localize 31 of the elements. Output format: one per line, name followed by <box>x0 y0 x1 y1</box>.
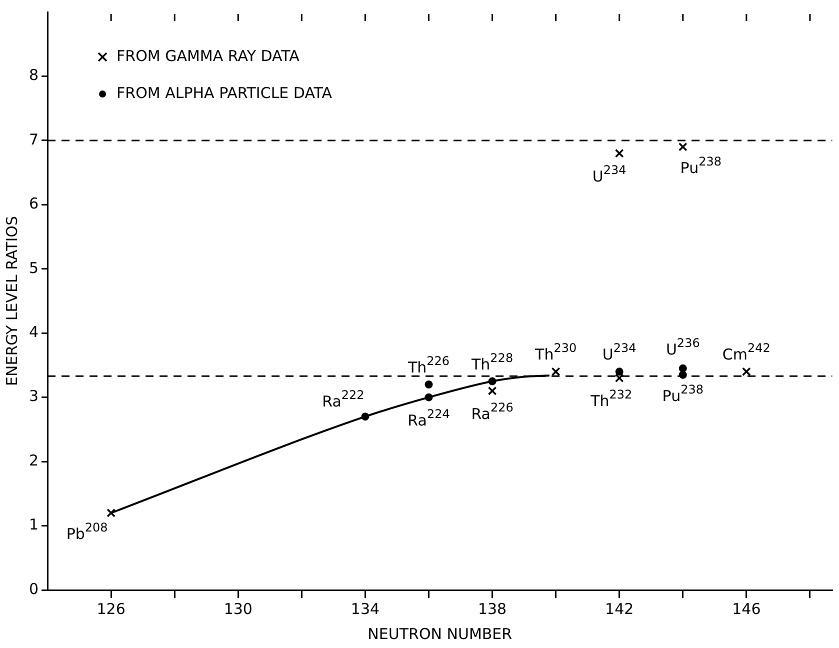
point <box>424 393 433 402</box>
x-tick-label: 138 <box>478 600 507 618</box>
y-tick-label: 2 <box>28 451 39 470</box>
point <box>361 412 370 421</box>
point <box>614 148 624 158</box>
x-tick-label: 142 <box>605 600 634 618</box>
x-tick-label: 134 <box>350 600 380 618</box>
y-tick-label: 7 <box>28 130 39 148</box>
point <box>614 374 624 382</box>
point <box>488 377 496 386</box>
legend-label: FROM GAMMA RAY DATA <box>116 46 300 65</box>
point <box>678 142 688 152</box>
point <box>678 364 687 372</box>
y-tick-label: 1 <box>28 516 39 534</box>
y-tick-label: 5 <box>28 258 39 277</box>
y-tick-label: 6 <box>28 194 39 213</box>
y-tick-label: 4 <box>28 323 39 341</box>
point <box>424 380 433 388</box>
x-axis-title: NEUTRON NUMBER <box>368 624 512 643</box>
y-tick-label: 0 <box>28 580 39 598</box>
legend-label: FROM ALPHA PARTICLE DATA <box>116 84 333 102</box>
x-tick-label: 126 <box>96 600 126 618</box>
y-tick-label: 3 <box>28 387 39 406</box>
y-axis-title: ENERGY LEVEL RATIOS <box>2 216 21 386</box>
point <box>488 386 497 396</box>
y-tick-label: 8 <box>28 66 39 84</box>
point <box>615 368 624 376</box>
x-tick-label: 146 <box>732 600 761 618</box>
point <box>106 508 116 518</box>
x-tick-label: 130 <box>224 600 252 618</box>
point <box>742 367 751 376</box>
